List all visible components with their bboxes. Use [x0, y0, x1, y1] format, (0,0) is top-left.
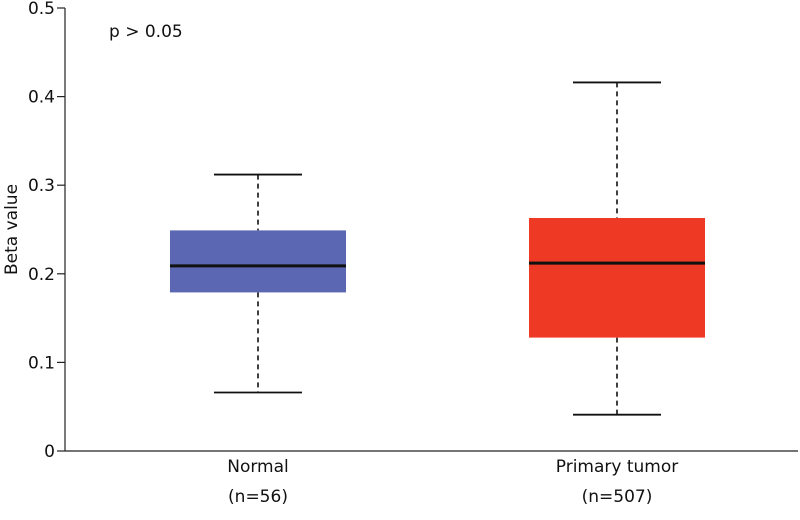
- category-label: Primary tumor: [556, 457, 679, 477]
- boxes: [170, 81, 705, 416]
- axes: 0 0.1 0.2 0.3 0.4 0.5: [28, 0, 798, 462]
- category-label: Normal: [227, 457, 289, 477]
- y-tick-label: 0.2: [28, 265, 55, 285]
- iqr-box: [529, 217, 705, 338]
- y-tick-label: 0.1: [28, 353, 55, 373]
- box-group-primary-tumor: [529, 81, 705, 416]
- p-value-annotation: p > 0.05: [109, 22, 183, 42]
- y-axis-title: Beta value: [2, 184, 22, 275]
- y-tick-label: 0: [44, 442, 55, 462]
- y-tick-label: 0.3: [28, 176, 55, 196]
- category-n-label: (n=56): [228, 487, 288, 507]
- y-tick-label: 0.4: [28, 88, 55, 108]
- category-n-label: (n=507): [582, 487, 653, 507]
- box-group-normal: [170, 173, 346, 394]
- iqr-box: [170, 230, 346, 293]
- labels: Beta value p > 0.05 Normal (n=56) Primary tu…: [2, 22, 678, 507]
- y-tick-label: 0.5: [28, 0, 55, 19]
